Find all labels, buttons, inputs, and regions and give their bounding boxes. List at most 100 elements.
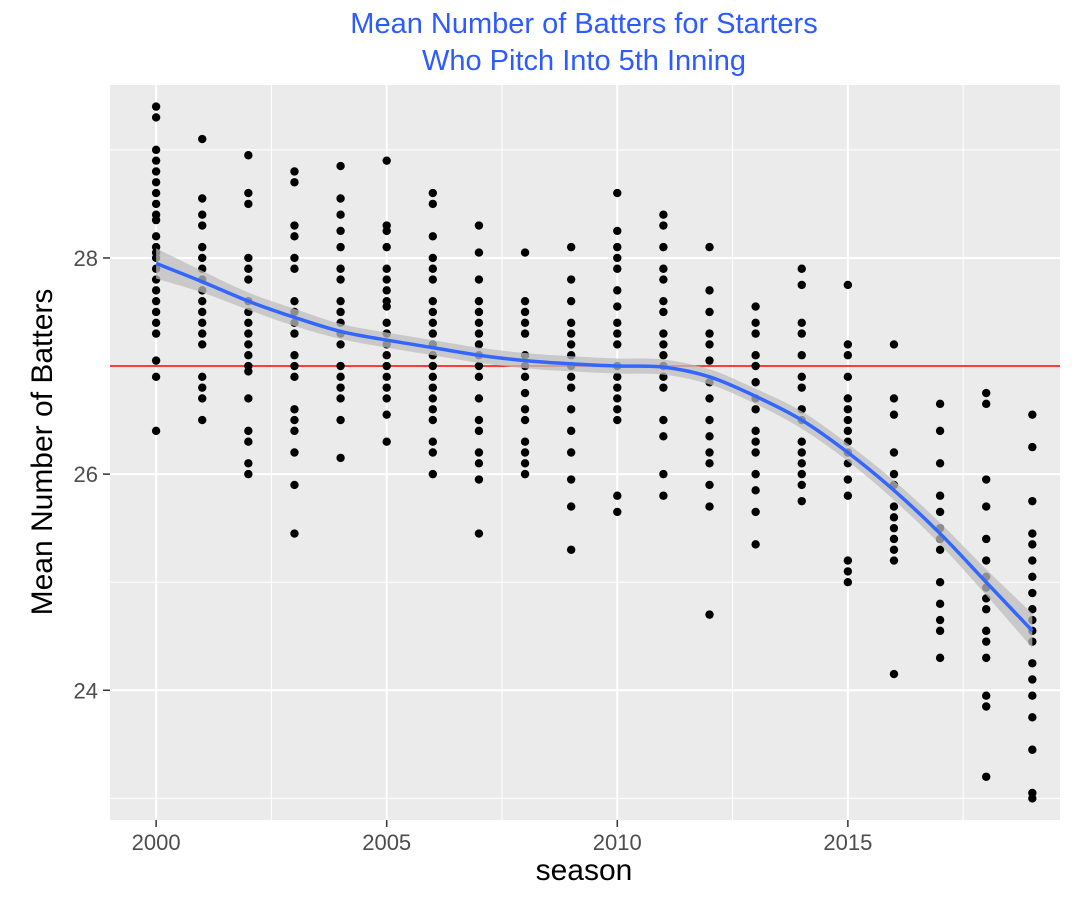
y-axis-title: Mean Number of Batters (26, 289, 59, 616)
data-point-39 (198, 383, 207, 392)
data-point-189 (613, 242, 622, 252)
data-point-173 (566, 296, 576, 306)
data-point-247 (751, 448, 760, 457)
data-point-272 (843, 405, 853, 414)
data-point-60 (244, 469, 253, 479)
data-point-136 (428, 448, 438, 457)
data-point-150 (474, 415, 484, 425)
data-point-24 (198, 134, 207, 144)
data-point-183 (566, 448, 576, 457)
data-point-98 (382, 156, 391, 165)
data-point-118 (428, 199, 438, 209)
y-tick-label-0: 24 (74, 678, 98, 703)
data-point-102 (382, 264, 391, 273)
data-point-280 (843, 556, 853, 565)
data-point-202 (613, 415, 622, 425)
data-point-239 (751, 329, 760, 338)
data-point-242 (751, 378, 760, 387)
data-point-126 (428, 329, 438, 338)
data-point-53 (244, 351, 253, 360)
data-point-56 (244, 394, 253, 403)
data-point-71 (290, 351, 299, 360)
data-point-218 (659, 415, 668, 425)
data-point-254 (797, 318, 806, 327)
data-point-238 (751, 318, 760, 327)
x-tick-label-2: 2010 (593, 830, 642, 855)
data-point-114 (382, 394, 391, 403)
data-point-343 (1028, 794, 1037, 803)
data-point-40 (198, 394, 207, 403)
data-point-75 (290, 415, 299, 425)
data-point-81 (336, 194, 345, 203)
data-point-219 (659, 432, 668, 441)
data-point-270 (843, 372, 853, 382)
data-point-142 (474, 307, 484, 317)
data-points (151, 102, 1037, 803)
data-point-293 (889, 545, 899, 554)
data-point-4 (151, 167, 161, 176)
data-point-246 (751, 437, 760, 446)
data-point-279 (843, 491, 853, 500)
data-point-235 (705, 502, 714, 511)
data-point-310 (982, 399, 991, 409)
data-point-78 (290, 480, 299, 490)
data-point-312 (982, 502, 991, 511)
data-point-181 (566, 405, 576, 414)
data-point-73 (290, 372, 299, 382)
data-point-203 (613, 491, 622, 500)
data-point-311 (982, 475, 991, 484)
data-point-17 (151, 296, 161, 306)
data-point-16 (151, 286, 161, 295)
data-point-234 (705, 480, 714, 490)
major-grid (110, 85, 1060, 820)
data-point-9 (151, 215, 161, 225)
data-point-226 (705, 340, 714, 349)
data-point-188 (613, 226, 622, 236)
data-point-250 (751, 507, 760, 517)
data-point-273 (843, 415, 853, 425)
data-point-103 (382, 275, 391, 284)
data-point-225 (705, 329, 714, 338)
data-point-306 (935, 615, 945, 625)
chart-title-line-2: Who Pitch Into 5th Inning (422, 45, 746, 77)
data-point-10 (151, 232, 161, 241)
data-point-289 (889, 502, 899, 511)
data-point-169 (520, 459, 530, 468)
data-point-264 (797, 469, 806, 479)
data-point-141 (474, 296, 484, 306)
data-point-46 (244, 264, 253, 273)
data-point-201 (613, 405, 622, 414)
data-point-300 (935, 507, 945, 517)
data-point-290 (889, 513, 899, 522)
data-point-154 (474, 475, 484, 484)
data-point-67 (290, 296, 299, 306)
data-point-2 (151, 145, 161, 155)
data-point-120 (428, 253, 438, 263)
data-point-305 (935, 599, 945, 609)
data-point-248 (751, 469, 760, 479)
data-point-332 (1028, 588, 1037, 598)
data-point-298 (935, 459, 945, 468)
data-point-340 (1028, 713, 1037, 722)
data-point-187 (613, 188, 622, 198)
data-point-230 (705, 415, 714, 425)
data-point-291 (889, 523, 899, 533)
data-point-92 (336, 361, 345, 371)
x-tick-label-0: 2000 (132, 830, 181, 855)
data-point-244 (751, 405, 760, 414)
data-point-104 (382, 286, 391, 295)
data-point-65 (290, 253, 299, 263)
data-point-124 (428, 307, 438, 317)
data-point-274 (843, 426, 853, 436)
data-point-222 (705, 242, 714, 252)
data-point-209 (659, 275, 668, 284)
data-point-29 (198, 253, 207, 263)
data-point-285 (889, 410, 899, 419)
data-point-281 (843, 567, 853, 576)
data-point-286 (889, 448, 899, 457)
data-point-80 (336, 161, 345, 171)
data-point-45 (244, 253, 253, 263)
data-point-72 (290, 361, 299, 371)
data-point-323 (982, 702, 991, 711)
